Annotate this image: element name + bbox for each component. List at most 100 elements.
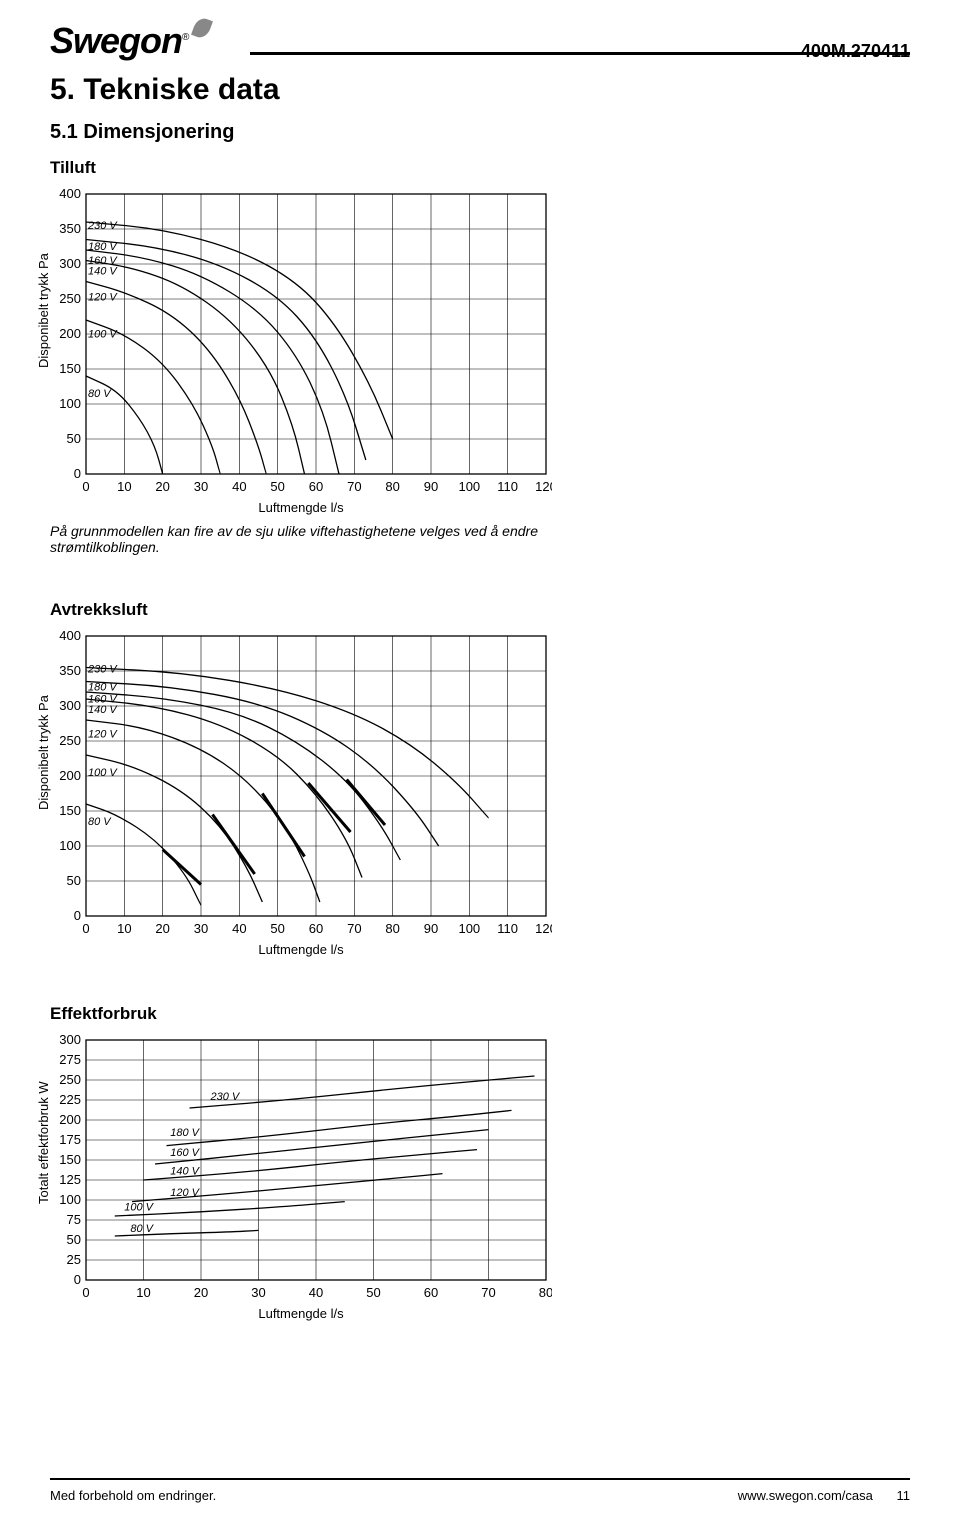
svg-text:230 V: 230 V: [87, 663, 118, 675]
svg-text:50: 50: [366, 1285, 380, 1300]
svg-text:300: 300: [59, 698, 81, 713]
svg-text:180 V: 180 V: [88, 241, 118, 253]
svg-text:0: 0: [82, 921, 89, 936]
svg-text:80: 80: [385, 479, 399, 494]
footer-rule: [50, 1478, 910, 1480]
subsection-heading: 5.1 Dimensjonering: [50, 121, 910, 144]
svg-text:100 V: 100 V: [88, 329, 118, 341]
svg-text:20: 20: [155, 921, 169, 936]
svg-text:50: 50: [270, 921, 284, 936]
chart-svg: 0102030405060708002550751001251501752002…: [50, 1034, 552, 1302]
svg-text:120: 120: [535, 479, 552, 494]
chart-svg: 0102030405060708090100110120050100150200…: [50, 630, 552, 938]
chart-title: Avtrekksluft: [50, 600, 910, 620]
x-axis-label: Luftmengde l/s: [50, 500, 552, 515]
chart-title: Effektforbruk: [50, 1004, 910, 1024]
svg-text:0: 0: [74, 908, 81, 923]
y-axis-label: Totalt effektforbruk W: [36, 1081, 51, 1204]
svg-text:60: 60: [309, 479, 323, 494]
svg-text:80: 80: [385, 921, 399, 936]
svg-text:50: 50: [67, 873, 81, 888]
svg-text:60: 60: [309, 921, 323, 936]
svg-text:60: 60: [424, 1285, 438, 1300]
svg-text:200: 200: [59, 768, 81, 783]
document-number: 400M.270411: [801, 41, 910, 62]
svg-text:0: 0: [82, 479, 89, 494]
svg-text:100: 100: [59, 396, 81, 411]
chart-avtrekksluft: Avtrekksluft Disponibelt trykk Pa 010203…: [50, 600, 910, 959]
page-number: 11: [897, 1488, 911, 1503]
footer-url: www.swegon.com/casa: [738, 1488, 873, 1503]
x-axis-label: Luftmengde l/s: [50, 942, 552, 957]
svg-text:250: 250: [59, 291, 81, 306]
svg-text:400: 400: [59, 188, 81, 201]
svg-text:40: 40: [232, 921, 246, 936]
svg-text:120: 120: [535, 921, 552, 936]
svg-text:300: 300: [59, 1034, 81, 1047]
svg-text:250: 250: [59, 1072, 81, 1087]
svg-text:200: 200: [59, 1112, 81, 1127]
svg-text:80 V: 80 V: [88, 388, 112, 400]
svg-text:400: 400: [59, 630, 81, 643]
y-axis-label: Disponibelt trykk Pa: [36, 695, 51, 810]
svg-text:20: 20: [155, 479, 169, 494]
svg-text:40: 40: [309, 1285, 323, 1300]
svg-text:100: 100: [59, 1192, 81, 1207]
svg-text:150: 150: [59, 803, 81, 818]
svg-text:75: 75: [67, 1212, 81, 1227]
svg-text:70: 70: [347, 479, 361, 494]
svg-text:350: 350: [59, 663, 81, 678]
svg-text:70: 70: [481, 1285, 495, 1300]
svg-text:180 V: 180 V: [88, 682, 118, 694]
svg-text:230 V: 230 V: [87, 220, 118, 232]
svg-text:160 V: 160 V: [170, 1147, 200, 1159]
section-heading: 5. Tekniske data: [50, 73, 910, 107]
svg-text:10: 10: [136, 1285, 150, 1300]
svg-text:300: 300: [59, 256, 81, 271]
svg-text:225: 225: [59, 1092, 81, 1107]
svg-text:140 V: 140 V: [88, 704, 118, 716]
svg-text:100 V: 100 V: [124, 1201, 154, 1213]
svg-text:40: 40: [232, 479, 246, 494]
svg-text:10: 10: [117, 921, 131, 936]
brand-name: Swegon: [50, 20, 182, 61]
chart-tilluft: Tilluft Disponibelt trykk Pa 01020304050…: [50, 158, 910, 555]
brand-logo: Swegon®: [50, 20, 210, 62]
svg-text:90: 90: [424, 479, 438, 494]
svg-text:50: 50: [67, 431, 81, 446]
svg-text:200: 200: [59, 326, 81, 341]
svg-text:30: 30: [251, 1285, 265, 1300]
svg-text:50: 50: [270, 479, 284, 494]
svg-text:10: 10: [117, 479, 131, 494]
svg-text:150: 150: [59, 361, 81, 376]
svg-text:25: 25: [67, 1252, 81, 1267]
y-axis-label: Disponibelt trykk Pa: [36, 253, 51, 368]
svg-text:160 V: 160 V: [88, 694, 118, 706]
svg-text:120 V: 120 V: [88, 291, 118, 303]
svg-text:80 V: 80 V: [88, 816, 112, 828]
chart-caption: På grunnmodellen kan fire av de sju ulik…: [50, 523, 570, 555]
chart-title: Tilluft: [50, 158, 910, 178]
svg-text:350: 350: [59, 221, 81, 236]
svg-text:230 V: 230 V: [210, 1091, 241, 1103]
svg-text:120 V: 120 V: [88, 729, 118, 741]
svg-text:120 V: 120 V: [170, 1187, 200, 1199]
svg-text:80 V: 80 V: [130, 1223, 154, 1235]
svg-text:160 V: 160 V: [88, 255, 118, 267]
chart-svg: 0102030405060708090100110120050100150200…: [50, 188, 552, 496]
chart-effektforbruk: Effektforbruk Totalt effektforbruk W 010…: [50, 1004, 910, 1323]
svg-text:30: 30: [194, 921, 208, 936]
svg-text:175: 175: [59, 1132, 81, 1147]
svg-text:140 V: 140 V: [170, 1165, 200, 1177]
svg-text:0: 0: [82, 1285, 89, 1300]
svg-text:150: 150: [59, 1152, 81, 1167]
svg-text:90: 90: [424, 921, 438, 936]
svg-text:20: 20: [194, 1285, 208, 1300]
svg-text:80: 80: [539, 1285, 552, 1300]
svg-text:250: 250: [59, 733, 81, 748]
page-header: Swegon® 400M.270411: [50, 20, 910, 62]
svg-text:0: 0: [74, 1272, 81, 1287]
svg-text:140 V: 140 V: [88, 266, 118, 278]
svg-text:110: 110: [497, 921, 518, 936]
svg-text:100 V: 100 V: [88, 767, 118, 779]
